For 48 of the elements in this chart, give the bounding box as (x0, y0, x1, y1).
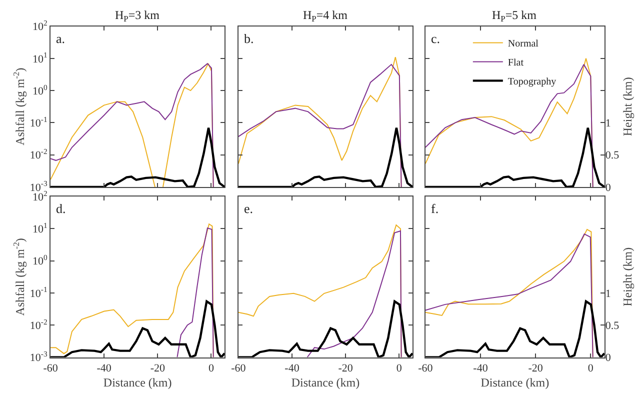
y2-tick-label: 0 (605, 352, 612, 364)
y-tick-label: 10$^{1}$ (32, 220, 48, 236)
x-axis-title: Distance (km) (103, 375, 172, 390)
legend-label: Flat (508, 58, 524, 69)
line-series (425, 300, 604, 358)
y-tick-label: 10$^{2}$ (32, 18, 48, 34)
annotation: f. (431, 201, 439, 216)
y-tick-label: 10$^{-3}$ (30, 349, 48, 364)
legend-label: Normal (508, 38, 539, 50)
x-tick-label: 0 (208, 362, 214, 374)
x-tick-label: 0 (588, 362, 594, 374)
y2-tick-label: 1 (605, 288, 611, 300)
x-tick-label: -60 (231, 362, 246, 374)
y-tick-label: 10$^{0}$ (32, 82, 48, 98)
annotation: d. (56, 201, 66, 216)
legend-label: Topography (508, 76, 556, 88)
y-tick-label: 10$^{-2}$ (30, 317, 48, 332)
x-tick-label: -20 (150, 362, 166, 374)
y2-tick-label: 1 (605, 118, 611, 130)
y-tick-label: 10$^{-1}$ (30, 114, 48, 130)
y2-axis-title: Height (km) (620, 77, 635, 136)
x-tick-label: -20 (528, 362, 544, 374)
y-tick-label: 10$^{-2}$ (30, 147, 48, 162)
y2-tick-label: 0.5 (605, 320, 620, 332)
chart-title: H$_{P}$=4 km (303, 8, 348, 24)
annotation: e. (244, 201, 254, 216)
x-axis-title: Distance (km) (480, 375, 550, 390)
annotation: a. (56, 31, 66, 46)
x-axis-title: Distance (km) (291, 375, 360, 390)
x-tick-label: -60 (43, 362, 58, 374)
y2-tick-label: 0 (605, 182, 612, 194)
x-tick-label: -20 (338, 362, 354, 374)
line-series (425, 126, 604, 187)
x-tick-label: -40 (473, 362, 488, 374)
annotation: c. (431, 31, 440, 46)
y-tick-label: 10$^{-1}$ (30, 285, 48, 300)
annotation: b. (244, 31, 254, 46)
y-tick-label: 10$^{0}$ (32, 253, 48, 268)
line-series (176, 228, 214, 358)
x-tick-label: -40 (96, 362, 112, 374)
y-tick-label: 10$^{1}$ (32, 50, 48, 66)
chart-title: H$_{P}$=5 km (492, 8, 538, 24)
y2-tick-label: 0.5 (605, 150, 620, 162)
chart-title: H$_{P}$=3 km (115, 8, 160, 24)
x-tick-label: 0 (396, 362, 402, 374)
x-tick-label: -60 (418, 362, 434, 374)
x-tick-label: -40 (284, 362, 300, 374)
y2-axis-title: Height (km) (620, 247, 635, 306)
